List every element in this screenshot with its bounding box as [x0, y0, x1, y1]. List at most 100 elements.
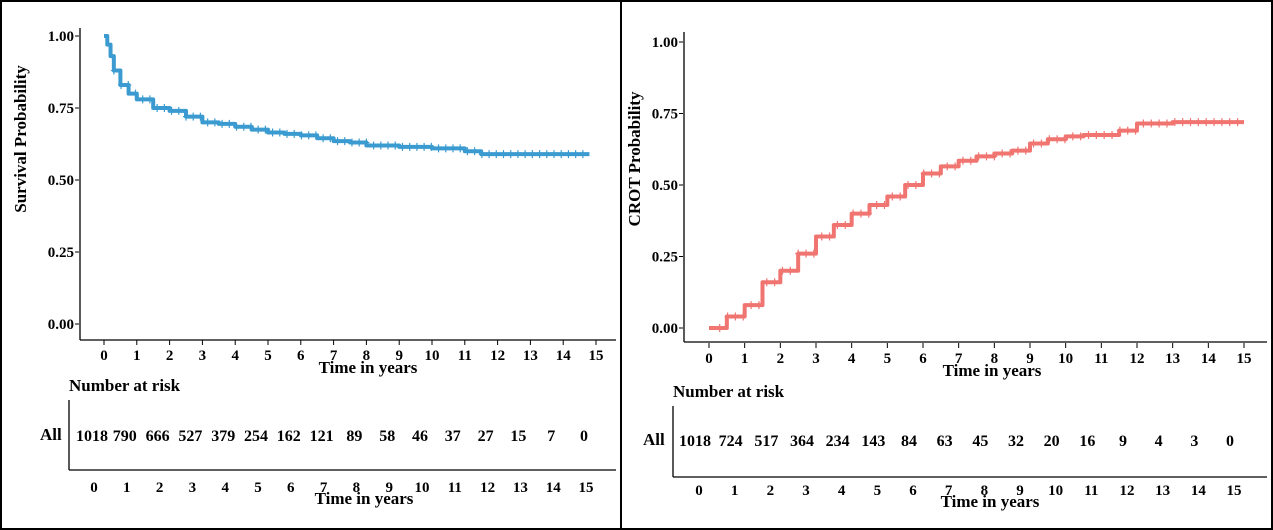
- risk-x-tick-label: 1: [123, 480, 131, 496]
- risk-count: 63: [937, 433, 953, 450]
- risk-count: 1018: [76, 428, 108, 445]
- y-tick-label: 0.75: [48, 101, 74, 117]
- censor-mark: [755, 301, 762, 310]
- risk-count: 15: [510, 428, 526, 445]
- censor-mark: [385, 141, 392, 150]
- risk-x-tick-label: 13: [513, 480, 528, 496]
- censor-mark: [748, 301, 755, 310]
- censor-mark: [370, 141, 377, 150]
- censor-mark: [834, 221, 841, 230]
- censor-mark: [1077, 132, 1084, 141]
- y-tick-label: 0.00: [48, 317, 74, 333]
- x-tick-label: 13: [523, 348, 538, 364]
- risk-x-tick-label: 3: [189, 480, 197, 496]
- censor-mark: [377, 141, 384, 150]
- risk-strata-label: All: [643, 430, 665, 449]
- censor-mark: [952, 162, 959, 171]
- censor-mark: [1156, 119, 1163, 128]
- censor-mark: [312, 131, 319, 140]
- censor-mark: [363, 138, 370, 147]
- x-tick-label: 2: [777, 351, 785, 367]
- risk-x-tick-label: 14: [1191, 483, 1207, 499]
- censor-mark: [1179, 118, 1186, 127]
- censor-mark: [435, 144, 442, 153]
- x-tick-label: 14: [556, 348, 572, 364]
- censor-mark: [803, 249, 810, 258]
- censor-mark: [716, 324, 723, 332]
- censor-mark: [936, 169, 943, 178]
- censor-mark: [1046, 135, 1053, 144]
- survival-curve: [709, 120, 1244, 330]
- censor-mark: [507, 150, 514, 159]
- censor-mark: [1234, 118, 1241, 127]
- censor-mark: [291, 129, 298, 138]
- censor-mark: [1211, 118, 1218, 127]
- censor-mark: [269, 128, 276, 137]
- x-tick-label: 15: [589, 348, 604, 364]
- censor-mark: [1030, 139, 1037, 148]
- x-tick-label: 10: [1058, 351, 1073, 367]
- censor-mark: [255, 125, 262, 134]
- y-tick-label: 1.00: [652, 35, 678, 51]
- censor-mark: [1109, 130, 1116, 139]
- censor-mark: [305, 131, 312, 140]
- censor-mark: [558, 150, 565, 159]
- risk-x-axis-title: Time in years: [315, 489, 414, 508]
- survival-panel: Survival Probability 0.00 0.25 0.50 0.75 1.0…: [11, 28, 616, 508]
- censor-mark: [959, 156, 966, 165]
- risk-x-tick-label: 6: [287, 480, 295, 496]
- censor-mark: [810, 249, 817, 258]
- censor-mark: [1171, 118, 1178, 127]
- risk-count: 7: [547, 428, 555, 445]
- censor-mark: [842, 221, 849, 230]
- censor-mark: [1093, 130, 1100, 139]
- y-tick-label: 0.50: [48, 173, 74, 189]
- censor-mark: [1203, 118, 1210, 127]
- censor-mark: [999, 149, 1006, 158]
- risk-count: 20: [1044, 433, 1060, 450]
- x-axis-title: Time in years: [319, 358, 418, 377]
- risk-count: 0: [1226, 433, 1234, 450]
- x-tick-label: 14: [1201, 351, 1217, 367]
- censor-mark: [392, 141, 399, 150]
- risk-count: 58: [379, 428, 395, 445]
- censor-mark: [320, 134, 327, 143]
- censor-mark: [991, 152, 998, 161]
- risk-table-title: Number at risk: [673, 382, 785, 401]
- censor-mark: [1124, 126, 1131, 135]
- x-tick-label: 3: [199, 348, 207, 364]
- censor-mark: [543, 150, 550, 159]
- y-tick-label: 0.25: [652, 250, 678, 266]
- risk-x-tick-label: 2: [156, 480, 164, 496]
- x-tick-label: 5: [264, 348, 272, 364]
- y-ticks: 0.00 0.25 0.50 0.75 1.00: [652, 35, 683, 337]
- risk-x-tick-label: 11: [1084, 483, 1098, 499]
- risk-x-tick-label: 10: [415, 480, 430, 496]
- x-tick-label: 11: [458, 348, 472, 364]
- risk-x-tick-label: 0: [90, 480, 98, 496]
- survival-curve: [104, 34, 590, 157]
- censor-mark: [132, 89, 139, 98]
- censor-mark: [881, 201, 888, 210]
- risk-x-tick-label: 7: [320, 480, 328, 496]
- censor-mark: [154, 104, 161, 112]
- censor-mark: [565, 150, 572, 159]
- censor-mark: [818, 232, 825, 241]
- censor-mark: [763, 278, 770, 287]
- censor-mark: [399, 142, 406, 151]
- risk-x-tick-label: 8: [353, 480, 361, 496]
- x-tick-label: 8: [991, 351, 999, 367]
- risk-count: 666: [146, 428, 170, 445]
- censor-mark: [771, 278, 778, 287]
- censor-mark: [1069, 132, 1076, 141]
- risk-x-tick-label: 15: [579, 480, 594, 496]
- censor-mark: [284, 129, 291, 138]
- censor-mark: [1226, 118, 1233, 127]
- censor-mark: [1014, 146, 1021, 155]
- x-tick-label: 0: [100, 348, 108, 364]
- censor-mark: [262, 125, 269, 134]
- risk-count: 517: [754, 433, 778, 450]
- censor-mark: [334, 137, 341, 146]
- censor-mark: [175, 106, 182, 115]
- y-axis-title: Survival Probability: [11, 65, 30, 213]
